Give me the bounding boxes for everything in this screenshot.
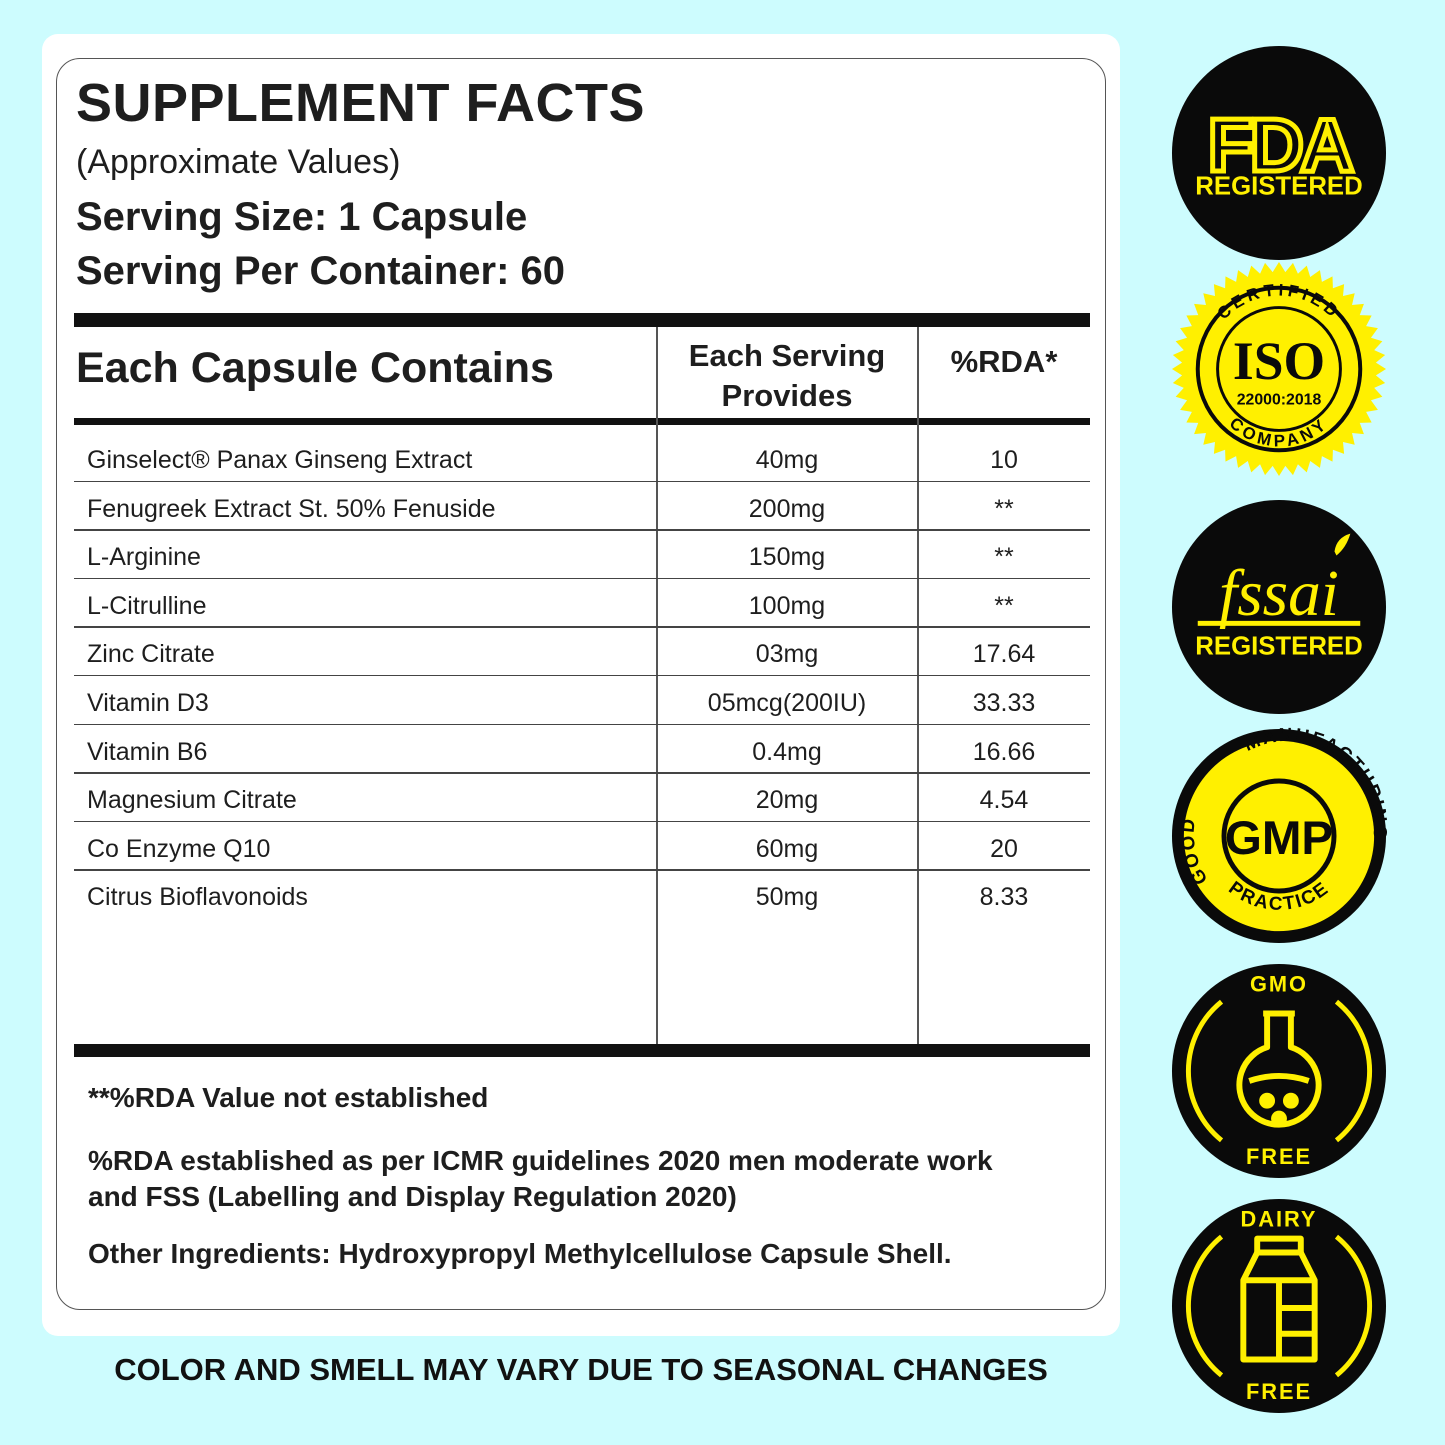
column-divider-1 [656,327,658,1045]
gmo-bottom-text: FREE [1246,1144,1312,1169]
dairy-top-text: DAIRY [1241,1207,1318,1232]
column-header-amount-line2: Provides [721,378,853,413]
supplement-facts-card [56,58,1106,1310]
column-header-ingredient: Each Capsule Contains [76,344,554,392]
table-row: Co Enzyme Q10 60mg 20 [74,823,1090,871]
ingredient-name: Fenugreek Extract St. 50% Fenuside [87,494,496,523]
subtitle: (Approximate Values) [76,143,401,181]
row-divider [74,529,1090,531]
table-row: Citrus Bioflavonoids 50mg 8.33 [74,871,1090,919]
ingredient-name: Ginselect® Panax Ginseng Extract [87,446,473,474]
table-bottom-rule [74,1044,1090,1057]
row-divider [74,772,1090,774]
ingredient-name: Zinc Citrate [87,640,215,669]
table-row: Fenugreek Extract St. 50% Fenuside 200mg *… [74,483,1090,531]
row-divider [74,723,1090,725]
ingredient-rda: 8.33 [979,883,1029,912]
row-divider [74,820,1090,823]
table-row: Zinc Citrate 03mg 17.64 [74,628,1090,677]
label-panel [42,34,1120,1336]
row-divider [74,674,1090,677]
rda-basis-line1: %RDA established as per ICMR guidelines … [88,1145,993,1176]
column-divider-2 [917,327,919,1045]
dairy-free-badge-icon: DAIRY FREE [1171,1198,1387,1414]
servings-per-container: Serving Per Container: 60 [76,249,566,293]
table-top-rule [74,313,1090,327]
ingredient-amount: 150mg [748,543,826,572]
ingredient-rda: 20 [990,834,1018,863]
rda-basis-note: %RDA established as per ICMR guidelines … [88,1143,993,1215]
column-header-rda: %RDA* [950,344,1058,379]
ingredient-rda: 17.64 [972,640,1036,669]
ingredient-rda: ** [994,543,1014,572]
iso-seal-icon: CERTIFIED COMPANY ISO 22000:2018 [1171,261,1387,477]
iso-logo-text: ISO [1233,331,1325,391]
ingredient-amount: 20mg [755,786,819,815]
milk-carton-icon [1240,1235,1318,1363]
table-row: Ginselect® Panax Ginseng Extract 40mg 10 [74,434,1090,482]
row-divider [74,626,1090,628]
fssai-badge-icon: fssai REGISTERED [1171,499,1387,715]
ingredient-amount: 05mcg(200IU) [707,689,867,717]
fssai-logo-text: fssai [1219,558,1339,630]
ingredient-rda: ** [994,591,1014,620]
ingredient-name: Vitamin D3 [87,689,209,717]
gmp-logo-text: GMP [1225,812,1333,865]
ingredient-rda: 4.54 [979,786,1029,815]
table-row: Vitamin D3 05mcg(200IU) 33.33 [74,677,1090,725]
ingredient-name: L-Arginine [87,543,201,572]
iso-code-text: 22000:2018 [1237,392,1322,409]
fda-registered-text: REGISTERED [1195,173,1362,201]
gmo-free-badge-icon: GMO FREE [1171,963,1387,1179]
rda-footnote: **%RDA Value not established [88,1082,489,1113]
ingredient-amount: 0.4mg [752,737,822,766]
fda-badge-icon: FDA REGISTERED [1171,45,1387,261]
gmo-top-text: GMO [1250,972,1308,997]
ingredient-rda: 10 [990,446,1018,474]
table-row: Magnesium Citrate 20mg 4.54 [74,774,1090,823]
gmp-badge-icon: MANUFACTURING GOOD PRACTICE GMP [1171,727,1388,944]
ingredient-name: Magnesium Citrate [87,786,297,815]
other-ingredients: Other Ingredients: Hydroxypropyl Methylc… [88,1238,952,1269]
ingredient-amount: 200mg [748,494,826,523]
seasonal-disclaimer: COLOR AND SMELL MAY VARY DUE TO SEASONAL… [114,1352,1048,1387]
table-row: L-Citrulline 100mg ** [74,580,1090,628]
column-header-amount: Each Serving Provides [657,336,917,416]
row-divider [74,869,1090,871]
serving-size: Serving Size: 1 Capsule [76,195,528,239]
ingredient-amount: 40mg [755,446,819,474]
ingredient-name: L-Citrulline [87,591,207,620]
ingredient-amount: 50mg [755,883,819,912]
table-row: Vitamin B6 0.4mg 16.66 [74,726,1090,774]
ingredient-amount: 60mg [755,834,819,863]
ingredient-rda: 33.33 [972,689,1036,717]
ingredient-amount: 100mg [748,591,826,620]
ingredient-rda: 16.66 [972,737,1036,766]
table-header-rule [74,418,1090,425]
dairy-bottom-text: FREE [1246,1379,1312,1404]
row-divider [74,577,1090,580]
row-divider [74,480,1090,482]
rda-basis-line2: and FSS (Labelling and Display Regulatio… [88,1181,737,1212]
fssai-registered-text: REGISTERED [1195,633,1362,661]
ingredient-name: Vitamin B6 [87,737,208,766]
ingredient-name: Co Enzyme Q10 [87,834,271,863]
table-row: L-Arginine 150mg ** [74,531,1090,580]
ingredient-name: Citrus Bioflavonoids [87,883,308,912]
ingredient-rda: ** [994,494,1014,523]
page-title: SUPPLEMENT FACTS [76,73,646,133]
column-header-amount-line1: Each Serving [688,338,886,373]
ingredient-amount: 03mg [755,640,819,669]
fda-logo-text: FDA [1208,103,1353,187]
